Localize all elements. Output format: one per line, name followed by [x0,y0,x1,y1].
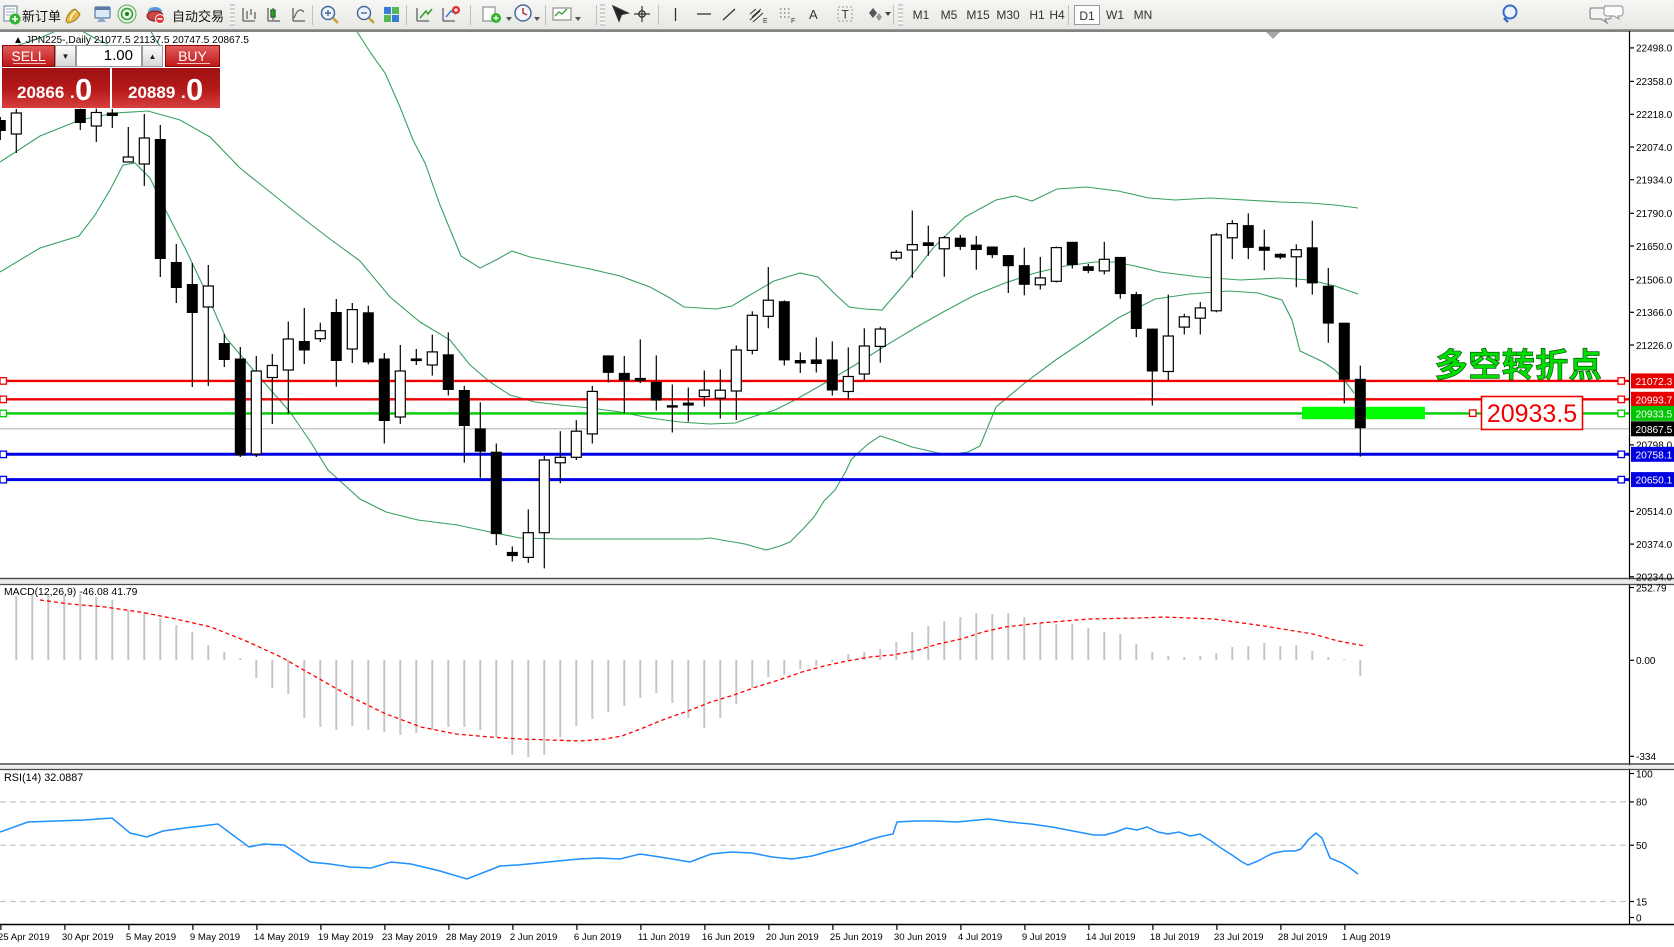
svg-text:21072.3: 21072.3 [1636,377,1673,388]
svg-text:22074.0: 22074.0 [1636,143,1673,154]
svg-text:21790.0: 21790.0 [1636,209,1673,220]
svg-text:6 Jun 2019: 6 Jun 2019 [574,932,621,943]
svg-text:21650.0: 21650.0 [1636,242,1673,253]
svg-text:-334: -334 [1636,752,1656,763]
svg-text:252.79: 252.79 [1636,583,1667,594]
svg-text:22218.0: 22218.0 [1636,110,1673,121]
svg-text:▲ JPN225-,Daily 21077.5 21137: ▲ JPN225-,Daily 21077.5 21137.5 20747.5 … [13,35,249,46]
svg-text:80: 80 [1636,798,1648,809]
svg-text:9 May 2019: 9 May 2019 [190,932,240,943]
svg-text:19 May 2019: 19 May 2019 [318,932,373,943]
svg-text:50: 50 [1636,841,1648,852]
svg-text:21226.0: 21226.0 [1636,341,1673,352]
svg-text:20933.5: 20933.5 [1636,409,1673,420]
svg-text:RSI(14) 32.0887: RSI(14) 32.0887 [4,772,83,784]
svg-text:25 Apr 2019: 25 Apr 2019 [0,932,50,943]
svg-text:28 Jul 2019: 28 Jul 2019 [1278,932,1328,943]
svg-text:22498.0: 22498.0 [1636,44,1673,55]
svg-text:100: 100 [1636,769,1653,780]
svg-text:20234.0: 20234.0 [1636,573,1673,584]
svg-text:20650.1: 20650.1 [1636,476,1673,487]
svg-text:20933.5: 20933.5 [1487,400,1577,428]
svg-text:20758.1: 20758.1 [1636,450,1673,461]
svg-text:14 May 2019: 14 May 2019 [254,932,309,943]
svg-text:16 Jun 2019: 16 Jun 2019 [702,932,755,943]
svg-text:21506.0: 21506.0 [1636,275,1673,286]
svg-text:22358.0: 22358.0 [1636,77,1673,88]
svg-text:0: 0 [1636,913,1642,924]
svg-text:23 May 2019: 23 May 2019 [382,932,437,943]
svg-text:多空转折点: 多空转折点 [1435,347,1603,383]
svg-text:21366.0: 21366.0 [1636,308,1673,319]
svg-text:T: T [842,8,850,22]
svg-text:20514.0: 20514.0 [1636,507,1673,518]
svg-text:20 Jun 2019: 20 Jun 2019 [766,932,819,943]
svg-text:11 Jun 2019: 11 Jun 2019 [638,932,690,943]
svg-text:18 Jul 2019: 18 Jul 2019 [1150,932,1200,943]
svg-text:15: 15 [1636,897,1648,908]
svg-text:21934.0: 21934.0 [1636,176,1673,187]
svg-text:25 Jun 2019: 25 Jun 2019 [830,932,883,943]
svg-text:9 Jul 2019: 9 Jul 2019 [1022,932,1066,943]
svg-text:0.00: 0.00 [1636,656,1656,667]
svg-text:1 Aug 2019: 1 Aug 2019 [1342,932,1391,943]
svg-text:20374.0: 20374.0 [1636,540,1673,551]
svg-text:5 May 2019: 5 May 2019 [126,932,176,943]
svg-text:E: E [763,18,768,25]
svg-text:4 Jul 2019: 4 Jul 2019 [958,932,1002,943]
svg-text:2 Jun 2019: 2 Jun 2019 [510,932,557,943]
svg-text:30 Apr 2019: 30 Apr 2019 [62,932,114,943]
svg-text:30 Jun 2019: 30 Jun 2019 [894,932,947,943]
svg-text:14 Jul 2019: 14 Jul 2019 [1086,932,1136,943]
svg-text:20867.5: 20867.5 [1636,425,1673,436]
svg-text:28 May 2019: 28 May 2019 [446,932,501,943]
svg-text:MACD(12,26,9) -46.08 41.79: MACD(12,26,9) -46.08 41.79 [4,587,138,598]
svg-text:20798.0: 20798.0 [1636,441,1673,452]
svg-text:A: A [809,7,818,22]
svg-text:F: F [791,18,795,25]
svg-text:20993.7: 20993.7 [1636,395,1673,406]
svg-text:23 Jul 2019: 23 Jul 2019 [1214,932,1264,943]
